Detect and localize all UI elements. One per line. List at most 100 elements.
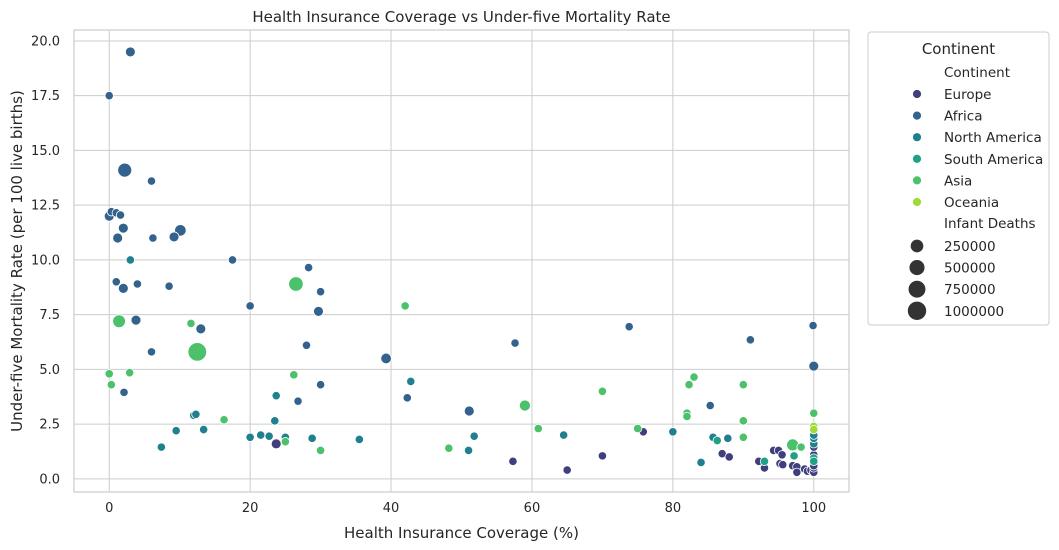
legend-entry: Europe: [944, 87, 991, 103]
legend-size-entry: 750000: [944, 282, 996, 298]
data-point: [106, 380, 116, 390]
data-point: [117, 282, 129, 294]
legend-hue-entries: Europe Africa North America South America As…: [912, 87, 1043, 211]
x-tick-label: 0: [105, 501, 113, 516]
data-point: [288, 276, 304, 292]
legend-size-marker: [909, 238, 925, 254]
x-tick-label: 40: [383, 501, 400, 516]
legend-marker: [912, 89, 922, 99]
y-tick-label: 17.5: [31, 89, 60, 104]
data-point: [130, 314, 142, 326]
data-point: [171, 426, 181, 436]
data-point: [380, 352, 392, 365]
data-point: [111, 277, 121, 287]
data-point: [777, 450, 787, 460]
legend-entry: Africa: [944, 109, 983, 125]
legend-size-entries: 250000 500000 750000 1000000: [907, 238, 1004, 321]
data-point: [270, 416, 280, 426]
data-point: [104, 369, 114, 379]
legend-size-marker: [907, 279, 927, 299]
data-point: [402, 393, 412, 403]
legend-marker: [912, 132, 922, 143]
x-axis-label: Health Insurance Coverage (%): [344, 524, 579, 542]
legend-marker: [912, 153, 922, 164]
y-tick-label: 0.0: [39, 472, 60, 487]
y-tick-label: 12.5: [31, 199, 60, 214]
data-point: [723, 433, 733, 443]
x-tick-label: 20: [242, 501, 259, 516]
data-point: [518, 399, 531, 412]
data-point: [125, 255, 135, 265]
data-point: [315, 380, 326, 390]
plot-frame: [73, 29, 850, 493]
data-point: [469, 431, 479, 441]
data-point: [682, 411, 692, 422]
data-point: [146, 347, 157, 357]
data-point: [809, 408, 819, 418]
legend-size-entry: 1000000: [944, 304, 1004, 320]
data-point: [115, 210, 126, 220]
data-point: [112, 314, 126, 329]
data-point: [191, 409, 201, 419]
data-point: [406, 376, 416, 387]
data-point: [256, 430, 266, 440]
data-point: [808, 360, 820, 372]
data-point: [510, 338, 520, 348]
data-point: [789, 451, 799, 461]
data-point: [809, 456, 819, 466]
data-point: [508, 456, 518, 466]
data-point: [132, 279, 143, 289]
grid-lines: [74, 30, 849, 492]
data-point: [168, 231, 180, 243]
data-point: [117, 162, 133, 178]
data-point: [264, 431, 274, 441]
data-point: [724, 452, 734, 462]
legend-marker: [912, 197, 922, 207]
data-point: [738, 380, 748, 390]
data-point: [156, 442, 166, 452]
data-point: [463, 405, 475, 417]
data-point: [313, 305, 324, 317]
data-point: [195, 323, 207, 335]
legend-title: Continent: [922, 40, 995, 58]
data-point: [759, 456, 770, 466]
y-tick-label: 20.0: [31, 34, 60, 49]
legend-marker: [912, 110, 922, 121]
data-point: [400, 301, 410, 311]
y-tick-label: 2.5: [39, 418, 60, 433]
data-points: [103, 46, 820, 477]
data-point: [187, 342, 208, 362]
data-point: [559, 430, 569, 440]
legend-entry: Asia: [944, 173, 972, 189]
data-point: [792, 467, 802, 477]
legend-size-entry: 250000: [944, 239, 996, 255]
data-point: [533, 423, 543, 434]
y-tick-label: 5.0: [39, 363, 60, 378]
x-tick-labels: 0 20 40 60 80 100: [105, 501, 826, 516]
data-point: [778, 460, 788, 470]
data-point: [689, 372, 699, 382]
data-point: [148, 233, 158, 243]
data-point: [164, 281, 174, 291]
legend-entry: Oceania: [944, 195, 999, 211]
x-tick-label: 80: [665, 501, 682, 516]
legend-size-marker: [907, 300, 928, 321]
data-point: [245, 301, 255, 311]
data-point: [705, 400, 715, 411]
data-point: [444, 443, 454, 453]
y-tick-label: 10.0: [31, 253, 60, 268]
data-point: [315, 287, 326, 297]
y-axis-label: Under-five Mortality Rate (per 100 live …: [8, 90, 26, 432]
legend-size-marker: [908, 259, 926, 276]
data-point: [227, 255, 238, 265]
data-point: [304, 262, 314, 273]
data-point: [745, 335, 755, 345]
y-tick-labels: 0.0 2.5 5.0 7.5 10.0 12.5 15.0 17.5 20.0: [31, 34, 60, 487]
data-point: [270, 438, 282, 450]
data-point: [809, 424, 819, 435]
data-point: [738, 416, 748, 426]
x-tick-label: 60: [524, 501, 541, 516]
x-tick-label: 100: [801, 501, 826, 516]
legend-size-title: Infant Deaths: [944, 216, 1036, 232]
